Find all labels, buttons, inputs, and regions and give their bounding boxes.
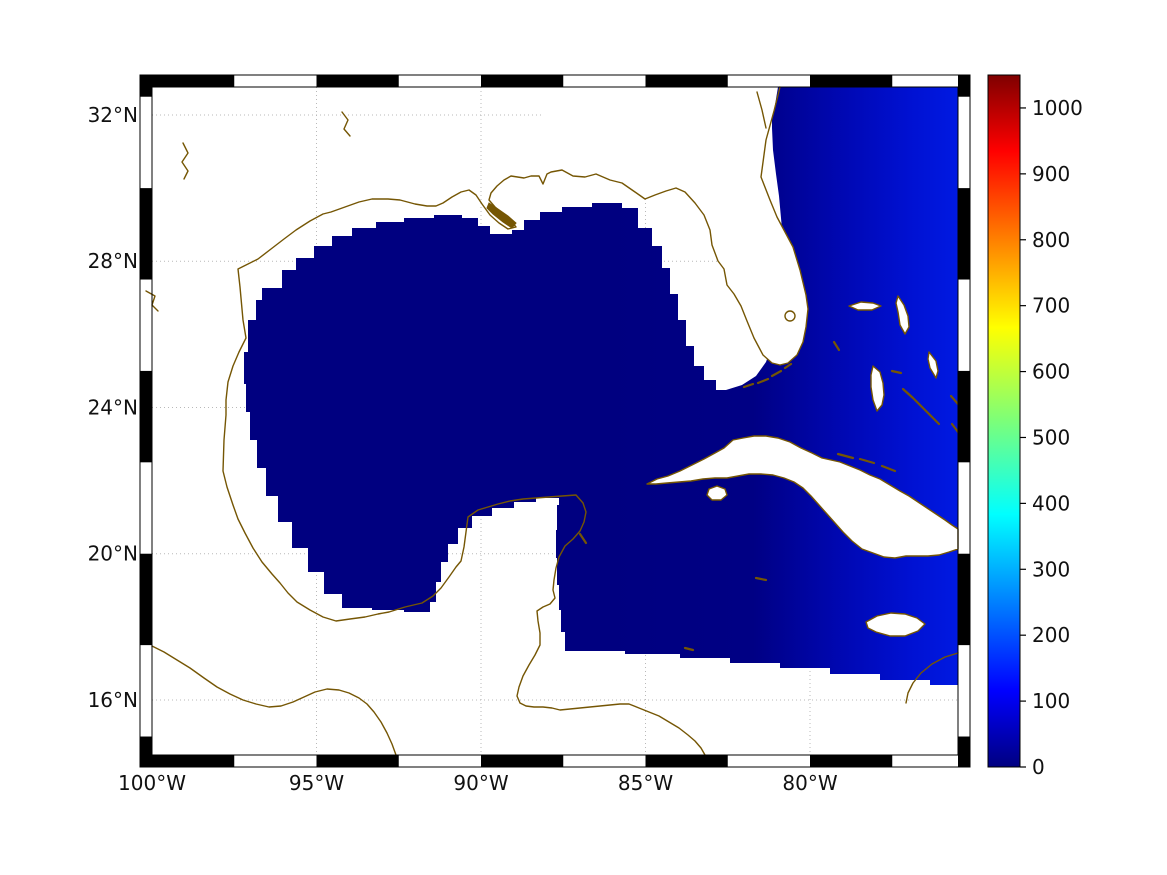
colorbar-tick-label: 800 [1032,228,1070,252]
x-tick-label: 85°W [618,771,673,795]
pacific-coastline [151,645,397,756]
x-tick-label: 80°W [782,771,837,795]
colorbar-tick-label: 1000 [1032,96,1083,120]
outer-frame [139,74,971,768]
exuma-chain [901,387,941,426]
cayman-islands [754,576,768,582]
colorbar-tick-label: 100 [1032,689,1070,713]
x-tick-label: 90°W [453,771,508,795]
coastlines [145,86,959,756]
mississippi-delta [486,202,517,229]
florida-keys [742,362,793,389]
mainland-coastline [222,86,809,756]
zebra-segment-bottom [152,755,235,767]
bottom-right-coastline [905,652,959,704]
abaco-island [895,295,910,335]
zebra-segment-right [958,87,970,97]
colorbar-tick-label: 600 [1032,360,1070,384]
zebra-segment-top [810,75,893,87]
inland-water-mark-1 [145,290,159,312]
inland-water-mark-2 [181,142,189,180]
andros-island [870,365,885,412]
georgia-barrier-island [756,91,767,129]
new-providence-island [890,369,903,375]
zebra-segment-left [140,553,152,646]
zebra-segment-top [316,75,399,87]
colorbar-tick-label: 700 [1032,294,1070,318]
zebra-segment-bottom [810,755,893,767]
cuba-north-cays [836,452,897,473]
zebra-segment-bottom [316,755,399,767]
zebra-corner [140,755,152,767]
zebra-corner [958,75,970,87]
colorbar-ticks: 0 100 200 300 400 500 600 700 800 900 1000 [1020,96,1083,779]
zebra-segment-bottom [645,755,728,767]
isle-of-youth [706,485,728,501]
zebra-segment-right [958,370,970,463]
zebra-segment-bottom [481,755,564,767]
y-tick-label: 28°N [88,249,138,273]
zebra-segment-top [645,75,728,87]
zebra-segment-right [958,736,970,755]
sea-data-field [244,87,958,685]
zebra-segment-left [140,736,152,755]
grand-bahama-island [848,301,882,311]
bimini-island [832,340,841,352]
colorbar-tick-label: 500 [1032,425,1070,449]
x-tick-label: 100°W [118,771,186,795]
y-tick-label: 24°N [88,395,138,419]
zebra-segment-left [140,87,152,97]
zebra-segment-left [140,188,152,280]
zebra-frame [140,75,970,767]
cat-and-long-islands [949,394,960,434]
x-tick-label: 95°W [289,771,344,795]
y-tick-label: 16°N [88,688,138,712]
y-tick-label: 20°N [88,542,138,566]
colorbar-tick-label: 400 [1032,491,1070,515]
zebra-segment-right [958,188,970,280]
swan-island [683,646,695,652]
colorbar-tick-label: 200 [1032,623,1070,647]
florida-land-mask [544,87,808,365]
zebra-segment-top [481,75,564,87]
cozumel-island [578,532,588,545]
zebra-segment-right [958,553,970,646]
zebra-corner [958,755,970,767]
zebra-segment-top [152,75,235,87]
islands [578,295,960,652]
zebra-corner [140,75,152,87]
eleuthera-island [927,351,939,379]
jamaica-island [865,612,926,637]
inner-frame [151,86,959,756]
lake-okeechobee [784,310,796,322]
colorbar-tick-label: 900 [1032,162,1070,186]
colorbar-tick-label: 300 [1032,557,1070,581]
colorbar: 0 100 200 300 400 500 600 700 800 900 1000 [987,74,1083,779]
inland-water-mark-3 [341,111,351,137]
axis-tick-labels: 100°W 95°W 90°W 85°W 80°W 32°N 28°N 24°N 20°N 16°… [88,103,838,795]
colorbar-gradient-bar [987,74,1021,768]
colorbar-tick-label: 0 [1032,755,1045,779]
zebra-segment-left [140,370,152,463]
y-tick-label: 32°N [88,103,138,127]
